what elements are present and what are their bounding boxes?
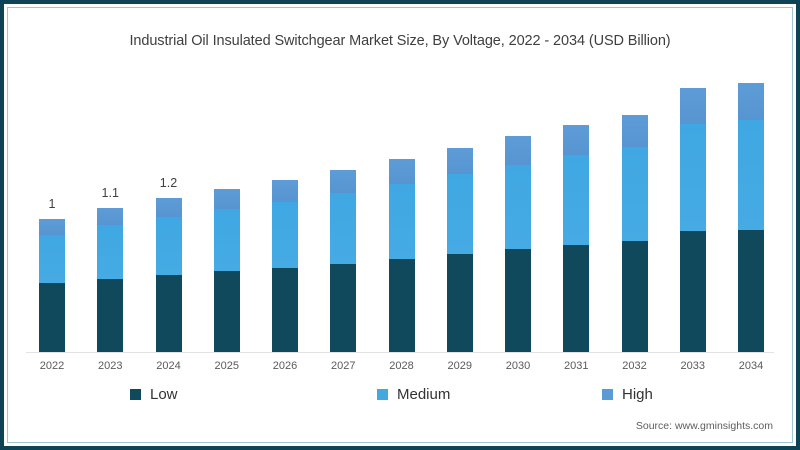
bar-stack-2029[interactable] [446,148,473,352]
bar-stack-2024[interactable] [155,198,182,352]
x-axis-tick-2025: 2025 [214,360,239,372]
bar-segment-high[interactable] [621,115,648,147]
bar-segment-medium[interactable] [213,209,240,272]
bar-segment-high[interactable] [272,180,298,203]
legend-label: High [622,386,653,403]
bar-stack-2023[interactable] [97,208,124,352]
legend-label: Low [150,386,178,403]
x-axis-tick-2034: 2034 [738,360,764,372]
x-axis-tick-2029: 2029 [447,360,472,372]
bar-segment-medium[interactable] [621,146,648,242]
bar-segment-low[interactable] [39,282,65,352]
bar-segment-high[interactable] [213,189,240,210]
bar-value-label: 1.2 [159,176,178,190]
bar-segment-medium[interactable] [388,183,415,260]
bar-stack-2034[interactable] [738,83,764,352]
bar-segment-high[interactable] [563,125,590,155]
legend-label: Medium [397,386,451,403]
bar-stack-2033[interactable] [679,88,706,352]
bar-segment-low[interactable] [679,230,706,352]
bar-segment-medium[interactable] [39,234,65,283]
bar-stack-2028[interactable] [388,159,415,352]
source-attribution: Source: www.gminsights.com [635,420,773,432]
chart-legend: Low Medium High [130,386,670,408]
x-axis-tick-2024: 2024 [156,360,181,372]
bar-segment-medium[interactable] [738,120,764,230]
bar-segment-medium[interactable] [155,217,182,275]
bar-stack-2022[interactable] [39,219,65,352]
bar-segment-low[interactable] [563,245,590,352]
bar-stack-2032[interactable] [621,115,648,352]
bar-stack-2031[interactable] [563,125,590,352]
legend-item-low[interactable]: Low [130,386,178,403]
bar-segment-medium[interactable] [97,225,124,279]
legend-item-medium[interactable]: Medium [377,386,450,403]
legend-item-high[interactable]: High [602,386,653,403]
bar-segment-low[interactable] [388,259,415,352]
bar-segment-high[interactable] [505,136,531,165]
legend-swatch-icon [602,389,613,400]
x-axis-tick-2023: 2023 [98,360,123,372]
x-axis-tick-2022: 2022 [39,360,65,372]
legend-swatch-icon [130,389,141,400]
bar-segment-medium[interactable] [563,154,590,246]
bar-segment-low[interactable] [330,264,357,352]
bar-segment-medium[interactable] [505,164,531,250]
bar-value-label: 1.1 [101,186,119,200]
x-axis-tick-2027: 2027 [331,360,356,372]
bar-segment-high[interactable] [97,208,124,226]
x-axis-tick-2030: 2030 [505,360,531,372]
x-axis-tick-2026: 2026 [272,360,298,372]
bar-segment-low[interactable] [505,249,531,352]
bar-stack-2026[interactable] [272,180,298,352]
x-axis-tick-2028: 2028 [389,360,414,372]
bar-segment-high[interactable] [446,148,473,175]
bar-stack-2030[interactable] [505,136,531,352]
x-axis-tick-2032: 2032 [622,360,647,372]
bar-segment-high[interactable] [155,198,182,218]
bar-segment-medium[interactable] [679,123,706,231]
plot-area: 1 1.1 1.2 [26,60,774,352]
x-axis-tick-2031: 2031 [564,360,589,372]
bar-segment-low[interactable] [213,271,240,352]
bar-segment-low[interactable] [97,278,124,352]
bar-segment-high[interactable] [388,159,415,184]
bar-segment-medium[interactable] [446,174,473,254]
bar-segment-low[interactable] [621,241,648,352]
bar-segment-high[interactable] [39,219,65,235]
bar-segment-low[interactable] [272,268,298,352]
bar-stack-2027[interactable] [330,170,357,352]
bar-stack-2025[interactable] [213,189,240,352]
x-axis-tick-2033: 2033 [680,360,705,372]
bar-segment-high[interactable] [738,83,764,121]
legend-swatch-icon [377,389,388,400]
bar-segment-low[interactable] [155,275,182,352]
bar-segment-medium[interactable] [272,202,298,269]
bar-segment-medium[interactable] [330,192,357,264]
bar-segment-high[interactable] [679,88,706,124]
chart-title: Industrial Oil Insulated Switchgear Mark… [129,33,671,49]
bar-segment-low[interactable] [446,253,473,352]
bar-segment-high[interactable] [330,170,357,193]
x-axis-line [26,352,774,353]
bar-value-label: 1 [48,197,56,211]
bar-segment-low[interactable] [738,229,764,352]
